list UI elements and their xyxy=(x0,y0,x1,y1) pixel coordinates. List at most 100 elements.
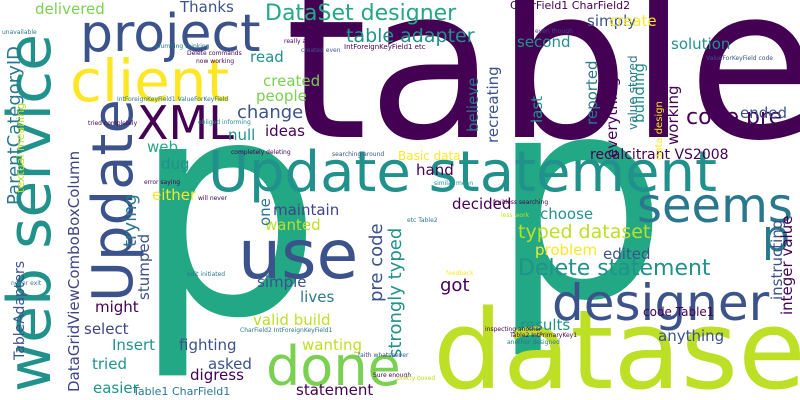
word-p-right: p xyxy=(490,37,668,363)
word-small-22: pretty boxed xyxy=(397,375,436,382)
word-ideas: ideas xyxy=(265,122,305,140)
word-insert: Insert xyxy=(112,336,156,354)
word-results: results xyxy=(520,316,571,334)
word-null: null xyxy=(228,126,256,144)
word-pre-code: pre code xyxy=(366,223,387,302)
word-small-1: plumbing thinking xyxy=(155,43,210,50)
word-small-27: feedback xyxy=(446,270,474,277)
word-small-12: similar mean xyxy=(434,180,474,187)
word-small-19: another designed xyxy=(507,339,560,346)
word-people: people xyxy=(256,87,307,105)
word-xml: XML xyxy=(137,96,234,150)
word-reported: reported xyxy=(583,60,601,125)
word-basic-data: Basic data xyxy=(398,149,461,163)
word-value-stored: value stored xyxy=(626,55,640,130)
word-easier: easier xyxy=(93,379,139,397)
word-problem: problem xyxy=(535,241,598,259)
word-recreating: recreating xyxy=(484,66,502,143)
word-small-23: unavailable xyxy=(2,29,37,36)
word-small-6: IntForeignKeyField1 ValueForKeyField xyxy=(117,96,229,103)
word-small-17: Table2 IntPrimaryKey1 xyxy=(510,332,578,339)
word-last: last xyxy=(528,95,546,123)
word-believe: believe xyxy=(464,77,482,132)
word-simply: simply xyxy=(587,12,637,30)
word-small-14: etc Table2 xyxy=(407,217,438,224)
word-int-foreign: IntForeignKeyField1 etc xyxy=(344,43,426,51)
word-might: might xyxy=(95,298,139,316)
word-strongly-typed: strongly typed xyxy=(385,227,406,358)
word-small-29: never exit xyxy=(11,280,42,287)
word-create: create xyxy=(609,12,657,30)
word-small-25: now working xyxy=(196,58,235,65)
word-client: client xyxy=(70,47,230,115)
word-table-adapters: TableAdapters xyxy=(12,260,28,360)
word-table: table xyxy=(285,0,800,187)
word-second: second xyxy=(517,33,571,51)
word-anything: anything xyxy=(658,327,725,345)
word-small-21: Sure enough xyxy=(373,372,412,379)
word-ended: ended xyxy=(740,104,788,122)
word-small-11: error saying xyxy=(144,179,181,186)
word-choose: choose xyxy=(540,205,594,223)
word-tried: tried xyxy=(92,355,127,373)
word-valid-build: valid build xyxy=(253,311,331,329)
word-decided: decided xyxy=(452,195,512,213)
word-maintain: maintain xyxy=(273,201,340,219)
word-small-5: ValueForKeyField code xyxy=(706,55,773,62)
word-designer: designer xyxy=(552,274,770,332)
word-done: done xyxy=(266,335,401,398)
word-dug: dug xyxy=(161,155,190,173)
word-small-13: fruitless searching xyxy=(493,199,549,206)
word-small-16: CharField2 IntForeignKeyField1 xyxy=(240,327,333,334)
word-asked: asked xyxy=(208,355,252,373)
word-textual-meaning: textual meaning xyxy=(14,102,27,193)
word-project: project xyxy=(80,4,261,64)
word-small-15: edit initiated xyxy=(187,271,226,278)
word-digress: digress xyxy=(190,366,244,384)
word-dataset: dataset xyxy=(433,286,800,400)
word-web: web xyxy=(147,138,179,156)
word-working: working xyxy=(664,85,682,146)
word-small-26: will never xyxy=(198,195,228,202)
word-edited: edited xyxy=(603,245,651,263)
word-wanting: wanting xyxy=(302,336,363,354)
word-code-table1: code Table1 xyxy=(643,305,715,319)
word-charfield: CharField1 CharField2 xyxy=(510,0,631,12)
word-small-24: created even xyxy=(301,47,341,54)
word-small-28: less work xyxy=(501,212,530,219)
word-small-3: really affect xyxy=(284,38,320,45)
word-p-small: p xyxy=(762,211,790,262)
word-one: one xyxy=(256,198,274,226)
word-recalcitrant: recalcitrant VS2008 xyxy=(590,147,729,163)
word-seems: seems xyxy=(637,178,793,234)
word-small-20: faith whatsoever xyxy=(358,352,409,359)
word-got: got xyxy=(440,275,470,296)
word-small-8: obliged informing xyxy=(198,119,251,126)
word-small-9: completely deleting xyxy=(231,149,291,156)
word-small-4: even though xyxy=(535,28,573,35)
word-dataset-designer: DataSet designer xyxy=(265,1,457,26)
word-statement: statement xyxy=(296,381,374,399)
word-integer-value: integer value xyxy=(778,215,796,315)
word-hand: hand xyxy=(416,161,454,179)
word-table-adapter: table adapter xyxy=(346,25,475,47)
word-delete-statement: Delete statement xyxy=(518,256,711,281)
word-small-2: Delete commands xyxy=(187,50,242,57)
word-use: use xyxy=(238,216,359,295)
word-select: select xyxy=(84,320,129,338)
word-p-left: p xyxy=(132,35,323,384)
word-small-18: inspecting another xyxy=(485,326,542,333)
word-stumped: stumped xyxy=(135,233,153,300)
word-small-10: searching around xyxy=(332,151,385,158)
word-change: change xyxy=(237,102,304,123)
word-everything: everything xyxy=(603,77,621,158)
word-typed-dataset: typed dataset xyxy=(518,221,651,243)
word-delivered: delivered xyxy=(35,0,105,18)
word-small-7: tried completely xyxy=(88,120,138,127)
word-solution: solution xyxy=(671,35,731,53)
word-thanks: Thanks xyxy=(180,0,234,16)
word-wanted: wanted xyxy=(265,216,321,234)
word-fighting: fighting xyxy=(179,336,237,354)
word-table1-charfield1: Table1 CharField1 xyxy=(133,385,231,398)
